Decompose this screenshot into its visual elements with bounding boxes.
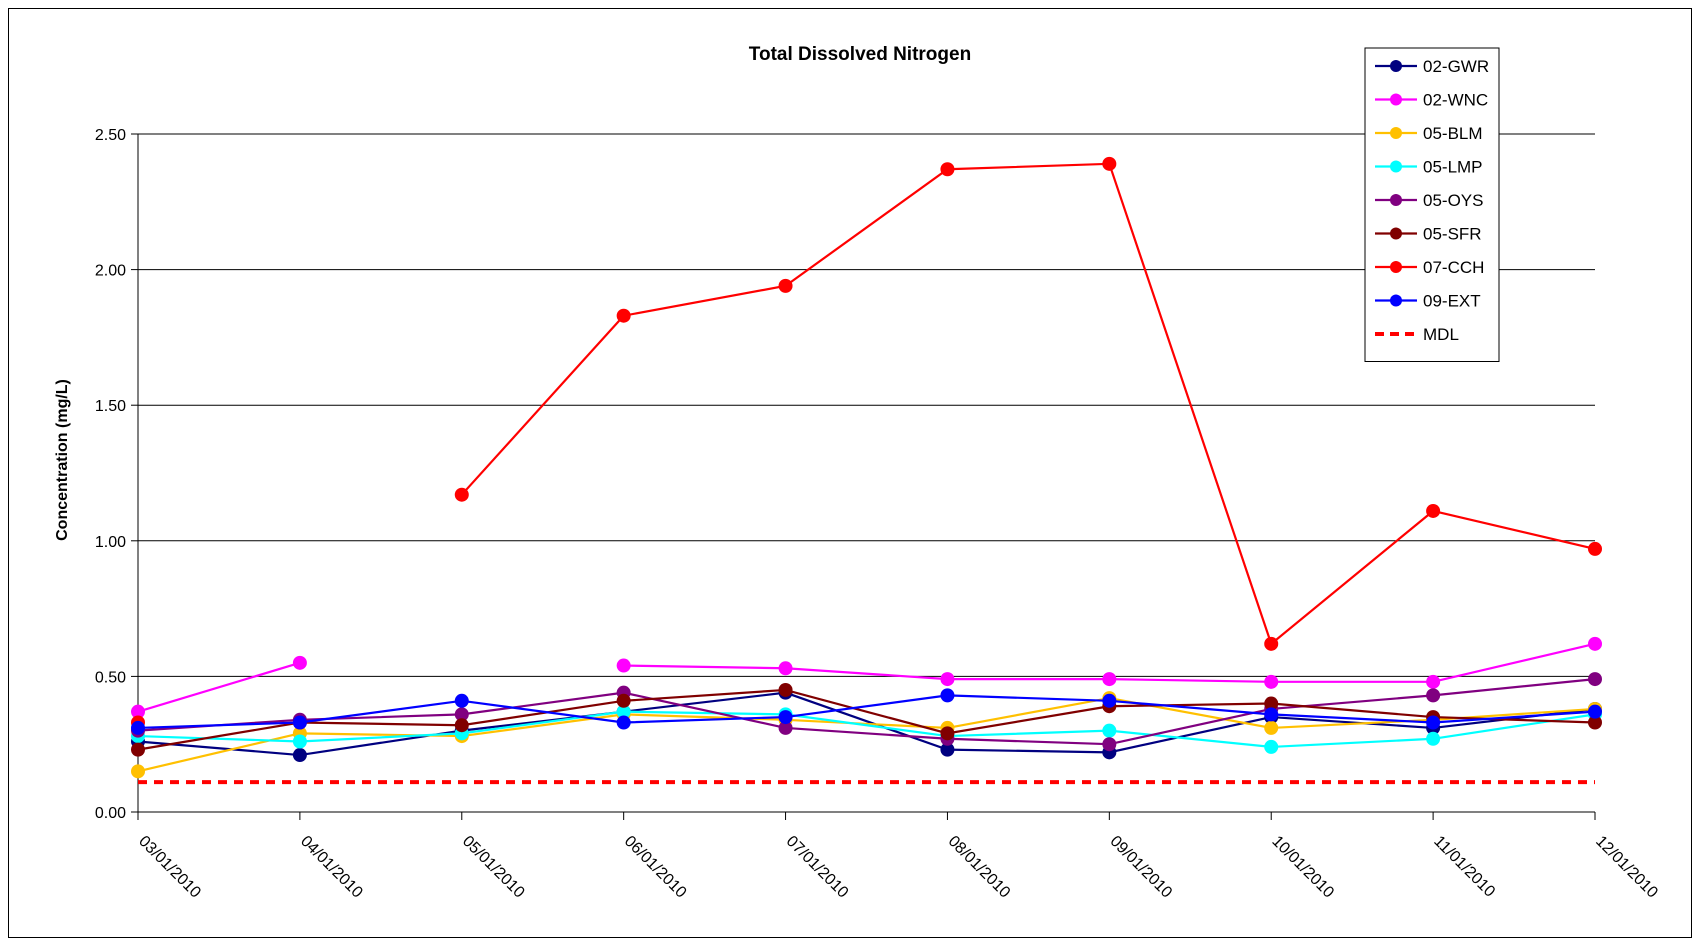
- data-point-02-wnc-0: [131, 704, 145, 719]
- data-point-05-sfr-5: [940, 726, 955, 741]
- data-point-05-sfr-0: [131, 742, 145, 757]
- legend-label-02-wnc: 02-WNC: [1423, 91, 1488, 110]
- series-lines: [131, 156, 1602, 779]
- data-point-02-wnc-1: [292, 655, 307, 670]
- data-point-05-lmp-3: [616, 704, 631, 719]
- series-line-05-lmp: [137, 710, 1596, 749]
- series-line-05-sfr: [137, 688, 1596, 751]
- legend-marker-05-blm: [1390, 127, 1402, 139]
- legend-label-09-ext: 09-EXT: [1423, 292, 1481, 311]
- data-point-07-cch-2: [454, 487, 469, 502]
- x-tick-label-8: 11/01/2010: [1430, 833, 1498, 901]
- series-line-09-ext: [137, 694, 1596, 730]
- data-point-05-oys-6: [1102, 737, 1117, 752]
- y-tick-label-1: 0.50: [95, 669, 126, 686]
- data-point-02-wnc-8: [1426, 674, 1441, 689]
- legend-label-mdl: MDL: [1423, 325, 1459, 344]
- data-point-07-cch-5: [940, 162, 955, 177]
- data-point-09-ext-1: [292, 715, 307, 730]
- chart-title: Total Dissolved Nitrogen: [749, 44, 971, 65]
- data-point-09-ext-3: [616, 715, 631, 730]
- data-point-05-oys-4: [778, 720, 793, 735]
- data-point-07-cch-3: [616, 308, 631, 323]
- data-point-02-wnc-7: [1264, 674, 1279, 689]
- series-line-05-blm: [137, 696, 1596, 773]
- y-tick-label-5: 2.50: [95, 127, 126, 144]
- y-tick-label-3: 1.50: [95, 398, 126, 415]
- data-point-07-cch-7: [1264, 636, 1279, 651]
- data-point-05-lmp-6: [1102, 723, 1117, 738]
- x-tick-label-0: 03/01/2010: [135, 833, 204, 902]
- legend-marker-02-wnc: [1390, 93, 1402, 106]
- legend-marker-07-cch: [1390, 261, 1402, 273]
- legend: 02-GWR 02-WNC 05-BLM 05-LMP 05-OYS 05-SFR 07-C…: [1364, 47, 1500, 362]
- x-tick-label-2: 05/01/2010: [459, 833, 528, 902]
- data-point-07-cch-6: [1102, 156, 1117, 171]
- data-point-02-gwr-5: [940, 742, 955, 757]
- x-tick-label-5: 08/01/2010: [945, 833, 1014, 902]
- data-point-05-oys-8: [1426, 688, 1441, 703]
- data-point-09-ext-6: [1102, 693, 1117, 708]
- legend-marker-05-oys: [1390, 194, 1402, 206]
- legend-label-05-blm: 05-BLM: [1423, 124, 1483, 143]
- x-tick-label-4: 07/01/2010: [783, 833, 852, 902]
- data-point-02-wnc-6: [1102, 672, 1117, 687]
- data-point-05-blm-0: [131, 764, 145, 779]
- series-line-05-oys: [137, 678, 1596, 746]
- data-point-07-cch-4: [778, 278, 793, 293]
- data-point-05-sfr-4: [778, 682, 793, 697]
- data-point-05-lmp-7: [1264, 739, 1279, 754]
- data-point-05-oys-9: [1588, 672, 1602, 687]
- data-point-05-oys-2: [454, 707, 469, 722]
- data-point-02-wnc-3: [616, 658, 631, 673]
- y-axis-label: Concentration (mg/L): [54, 379, 71, 541]
- legend-marker-09-ext: [1390, 294, 1402, 307]
- data-point-05-lmp-8: [1426, 731, 1441, 746]
- legend-marker-02-gwr: [1390, 60, 1402, 72]
- legend-label-07-cch: 07-CCH: [1423, 258, 1484, 277]
- data-point-09-ext-0: [131, 720, 145, 735]
- data-point-05-sfr-9: [1588, 715, 1602, 730]
- legend-marker-05-sfr: [1390, 227, 1402, 240]
- y-tick-label-4: 2.00: [95, 263, 126, 280]
- legend-label-05-lmp: 05-LMP: [1423, 158, 1483, 177]
- legend-label-05-oys: 05-OYS: [1423, 191, 1483, 210]
- data-point-05-sfr-7: [1264, 696, 1279, 711]
- series-line-02-wnc: [137, 661, 301, 713]
- data-point-05-lmp-1: [292, 734, 307, 749]
- data-point-07-cch-9: [1588, 541, 1602, 556]
- gridlines: [138, 133, 1595, 677]
- series-line-07-cch-1: [460, 162, 1596, 646]
- x-tick-label-3: 06/01/2010: [621, 833, 690, 902]
- data-point-07-cch-8: [1426, 503, 1441, 518]
- data-point-09-ext-5: [940, 688, 955, 703]
- series-line-02-gwr: [137, 691, 1596, 757]
- data-point-02-wnc-5: [940, 672, 955, 687]
- x-tick-label-7: 10/01/2010: [1268, 833, 1337, 902]
- x-tick-label-6: 09/01/2010: [1107, 833, 1176, 902]
- data-point-09-ext-7: [1264, 707, 1279, 722]
- data-point-09-ext-2: [454, 693, 469, 708]
- legend-marker-05-lmp: [1390, 160, 1402, 173]
- y-tick-label-0: 0.00: [95, 805, 126, 822]
- y-tick-label-2: 1.00: [95, 534, 126, 551]
- data-point-05-sfr-3: [616, 693, 631, 708]
- x-tick-label-1: 04/01/2010: [297, 833, 366, 902]
- data-point-09-ext-4: [778, 710, 793, 725]
- legend-label-02-gwr: 02-GWR: [1423, 57, 1489, 76]
- data-point-02-wnc-9: [1588, 636, 1602, 651]
- data-point-09-ext-8: [1426, 715, 1441, 730]
- data-point-02-wnc-4: [778, 661, 793, 676]
- legend-label-05-sfr: 05-SFR: [1423, 225, 1482, 244]
- data-point-05-blm-7: [1264, 720, 1279, 735]
- data-point-05-sfr-2: [454, 718, 469, 733]
- data-point-09-ext-9: [1588, 704, 1602, 719]
- x-tick-label-9: 12/01/2010: [1592, 833, 1661, 902]
- data-point-02-gwr-1: [292, 748, 307, 763]
